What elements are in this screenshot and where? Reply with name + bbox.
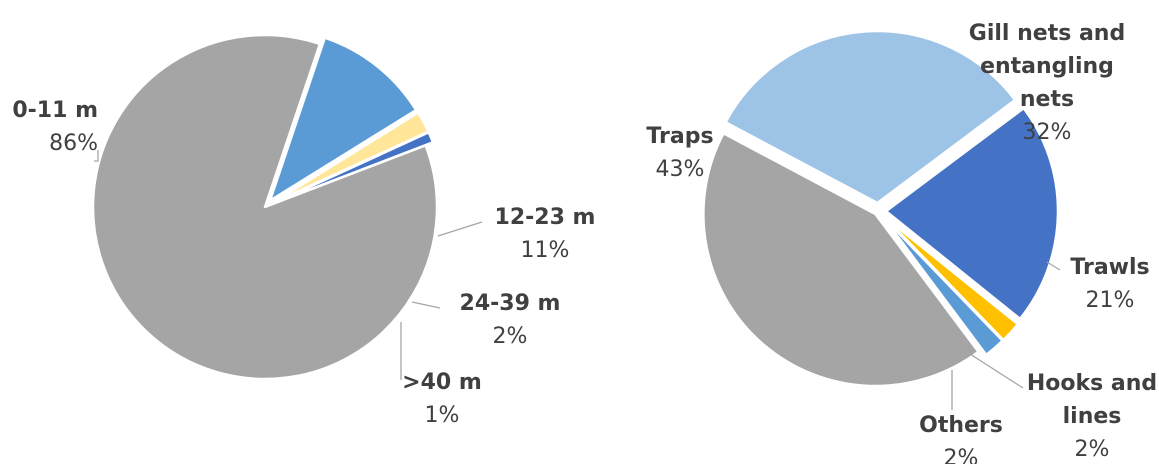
pie-slice-gill-nets-and-entangling-nets: [724, 29, 1017, 205]
pie-slice-trawls: [884, 106, 1060, 321]
leader-line-hooks-and-lines: [969, 353, 1024, 389]
slice-name-text: nets: [1020, 87, 1074, 112]
pie-slice-others: [881, 215, 1004, 357]
slice-name-text: entangling: [980, 54, 1114, 79]
data-label-0-11-m: 0-11 m 86%: [12, 98, 98, 156]
slice-percent-text: 1%: [425, 403, 460, 428]
pie-slice-traps: [702, 132, 980, 388]
slice-percent-text: 11%: [521, 238, 570, 263]
data-label-24-39-m: 24-39 m 2%: [460, 291, 561, 349]
data-label-12-23-m: 12-23 m 11%: [495, 205, 596, 263]
slice-percent-text: 32%: [1023, 120, 1072, 145]
data-label-trawls: Trawls 21%: [1070, 255, 1149, 313]
leader-line-trawls: [1046, 261, 1061, 271]
slice-name-text: lines: [1063, 404, 1122, 429]
slice-name-text: Trawls: [1070, 255, 1149, 280]
slice-percent-text: 2%: [1075, 437, 1110, 462]
leader-line-12-23-m: [437, 221, 483, 237]
data-label-others: Others 2%: [919, 413, 1003, 464]
slice-name-text: Hooks and: [1027, 371, 1157, 396]
leader-line-0-11-m: [94, 150, 99, 162]
slice-percent-text: 43%: [656, 157, 705, 182]
slice-name-text: 0-11 m: [12, 98, 98, 123]
pie-chart-fishing-gear: Gill nets and entangling nets 32% Trawls 21% H…: [646, 21, 1157, 464]
slice-percent-text: 2%: [944, 446, 979, 464]
slice-name-text: Others: [919, 413, 1003, 438]
slice-percent-text: 86%: [49, 131, 98, 156]
pie-slice-0-11-m: [91, 33, 439, 381]
data-label-40-m: >40 m 1%: [402, 370, 482, 428]
data-label-gill-nets-and-entangling-nets: Gill nets and entangling nets 32%: [969, 21, 1125, 145]
slice-name-text: 12-23 m: [495, 205, 596, 230]
pie-slice-12-23-m: [268, 36, 418, 202]
slice-percent-text: 2%: [493, 324, 528, 349]
slice-name-text: Gill nets and: [969, 21, 1125, 46]
pie-slice-40-m: [271, 131, 435, 206]
pie-chart-vessel-length: 0-11 m 86% 12-23 m 11% 24-39 m 2% >40 m 1%: [12, 33, 596, 428]
slice-name-text: Traps: [646, 124, 713, 149]
slice-name-text: >40 m: [402, 370, 482, 395]
slice-name-text: 24-39 m: [460, 291, 561, 316]
leader-line-24-39-m: [411, 301, 441, 309]
data-label-hooks-and-lines: Hooks and lines 2%: [1027, 371, 1157, 462]
data-label-traps: Traps 43%: [646, 124, 713, 182]
slice-percent-text: 21%: [1086, 288, 1135, 313]
